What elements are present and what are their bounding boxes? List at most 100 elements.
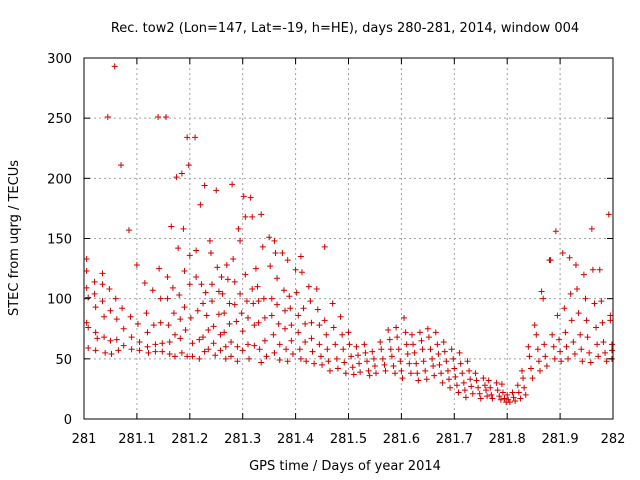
data-point	[201, 348, 208, 355]
data-point	[237, 290, 244, 297]
data-point	[414, 370, 421, 377]
data-point	[533, 331, 540, 338]
data-point	[497, 396, 504, 403]
data-point	[196, 355, 203, 362]
data-point	[181, 304, 188, 311]
data-point	[340, 346, 347, 353]
data-point	[509, 389, 516, 396]
data-point	[85, 324, 92, 331]
data-point	[550, 343, 557, 350]
data-point	[164, 274, 171, 281]
data-point	[271, 237, 278, 244]
data-point	[401, 314, 408, 321]
data-point	[254, 283, 261, 290]
data-point	[568, 317, 575, 324]
data-point	[141, 280, 148, 287]
data-point	[85, 345, 92, 352]
data-point	[430, 363, 437, 370]
data-point	[420, 358, 427, 365]
data-point	[207, 249, 214, 256]
data-point	[221, 310, 228, 317]
data-point	[485, 377, 492, 384]
data-point	[111, 63, 118, 70]
data-point	[127, 313, 134, 320]
y-tick-label: 200	[47, 172, 72, 187]
data-point	[231, 301, 238, 308]
data-point	[392, 370, 399, 377]
x-tick-label: 281.2	[171, 432, 208, 447]
data-point	[579, 358, 586, 365]
data-point	[196, 336, 203, 343]
data-point	[567, 290, 574, 297]
data-point	[178, 170, 185, 177]
data-point	[234, 343, 241, 350]
data-point	[120, 325, 127, 332]
data-point	[272, 249, 279, 256]
data-point	[577, 331, 584, 338]
data-point	[385, 326, 392, 333]
data-point	[599, 319, 606, 326]
data-point	[594, 341, 601, 348]
data-point	[275, 320, 282, 327]
data-point	[261, 337, 268, 344]
data-point	[580, 271, 587, 278]
data-point	[476, 390, 483, 397]
data-point	[217, 347, 224, 354]
data-point	[209, 298, 216, 305]
data-point	[330, 324, 337, 331]
data-point	[356, 360, 363, 367]
data-point	[552, 228, 559, 235]
data-point	[447, 384, 454, 391]
data-point	[152, 341, 159, 348]
x-tick-label: 281.8	[489, 432, 526, 447]
data-point	[496, 393, 503, 400]
data-point	[419, 346, 426, 353]
data-point	[205, 346, 212, 353]
data-point	[239, 328, 246, 335]
data-point	[341, 359, 348, 366]
data-point	[570, 338, 577, 345]
data-point	[212, 352, 219, 359]
data-point	[181, 267, 188, 274]
data-point	[91, 290, 98, 297]
data-point	[133, 261, 140, 268]
data-point	[193, 247, 200, 254]
data-point	[316, 341, 323, 348]
data-point	[259, 243, 266, 250]
data-point	[498, 381, 505, 388]
data-point	[168, 223, 175, 230]
data-point	[194, 307, 201, 314]
data-point	[525, 343, 532, 350]
data-point	[237, 237, 244, 244]
data-point	[102, 349, 109, 356]
data-point	[536, 367, 543, 374]
data-point	[217, 331, 224, 338]
data-point	[170, 310, 177, 317]
data-point	[297, 355, 304, 362]
data-point	[83, 255, 90, 262]
data-point	[263, 353, 270, 360]
data-point	[256, 346, 263, 353]
data-point	[288, 337, 295, 344]
data-point	[286, 293, 293, 300]
data-point	[494, 387, 501, 394]
data-point	[365, 367, 372, 374]
data-point	[364, 358, 371, 365]
data-point	[243, 298, 250, 305]
data-point	[228, 338, 235, 345]
data-point	[562, 329, 569, 336]
data-point	[558, 358, 565, 365]
data-point	[406, 360, 413, 367]
data-point	[608, 347, 615, 354]
data-point	[408, 331, 415, 338]
data-point	[177, 316, 184, 323]
y-axis-label: STEC from uqrg / TECUs	[7, 160, 22, 316]
data-point	[187, 314, 194, 321]
data-point	[366, 372, 373, 379]
data-point	[473, 377, 480, 384]
data-point	[488, 391, 495, 398]
data-point	[440, 338, 447, 345]
data-point	[210, 340, 217, 347]
data-point	[152, 348, 159, 355]
data-point	[258, 359, 265, 366]
